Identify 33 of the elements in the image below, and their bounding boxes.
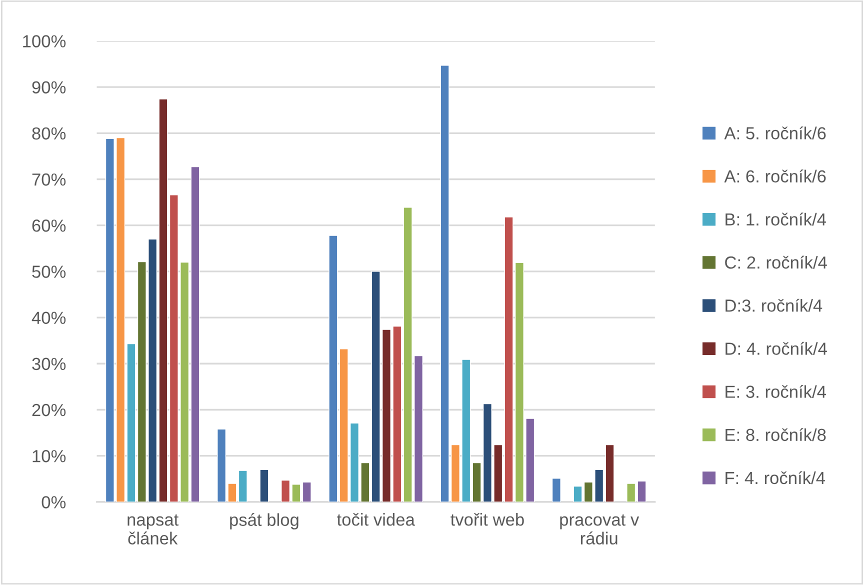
y-tick-label: 60% xyxy=(32,220,66,232)
bar xyxy=(552,478,561,502)
legend-label: E: 8. ročník/8 xyxy=(726,428,826,442)
legend-label: A: 6. ročník/6 xyxy=(724,170,826,183)
y-tick-label: 80% xyxy=(32,127,66,140)
legend-label: E: 3. ročník/4 xyxy=(726,385,826,398)
x-tick-label: pracovat v rádiu xyxy=(560,514,640,544)
bar xyxy=(626,483,636,502)
y-tick-label: 10% xyxy=(32,450,66,462)
legend-label: D:3. ročník/4 xyxy=(726,298,822,312)
y-tick-label: 90% xyxy=(32,81,66,94)
legend-label: F: 4. ročník/4 xyxy=(726,471,826,484)
legend-label: C: 2. ročník/4 xyxy=(725,256,827,269)
x-tick-label: točit videa xyxy=(337,512,415,526)
bar xyxy=(238,470,248,502)
bar xyxy=(328,235,338,502)
y-tick-label: 20% xyxy=(32,404,66,416)
y-tick-label: 40% xyxy=(32,312,66,324)
legend-label: A: 5. ročník/6 xyxy=(724,126,826,140)
y-tick-label: 70% xyxy=(32,173,66,186)
x-tick-label: tvořit web xyxy=(450,512,524,526)
bar xyxy=(605,444,614,502)
legend-label: D: 4. ročník/4 xyxy=(726,342,827,355)
bar xyxy=(637,480,646,502)
legend-label: B: 1. ročník/4 xyxy=(726,212,826,226)
y-tick-label: 0% xyxy=(42,496,66,508)
y-tick-label: 30% xyxy=(32,358,66,370)
x-tick-label: napsat článek xyxy=(128,514,179,544)
bar xyxy=(260,469,269,502)
bar xyxy=(302,482,312,502)
x-tick-label: psát blog xyxy=(230,513,298,530)
y-tick-label: 100% xyxy=(23,35,66,48)
y-tick-label: 50% xyxy=(32,266,66,278)
